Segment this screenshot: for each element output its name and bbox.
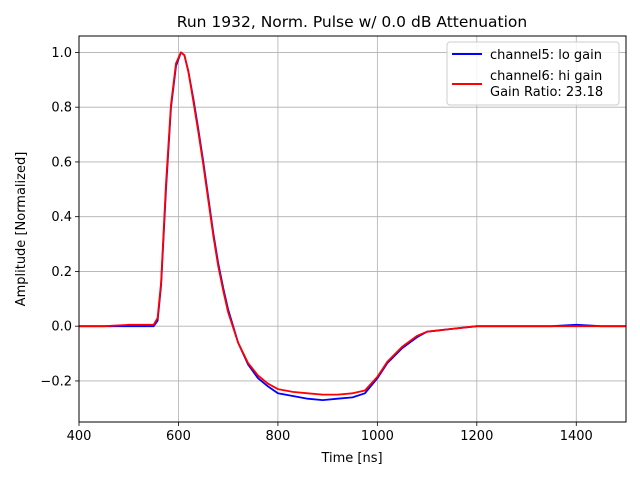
series-lines: [79, 51, 626, 402]
axis-ticks: 400 600 800 1000 1200 1400 −0.2 0.0 0.2 0.4 0.6 0.8…: [40, 46, 592, 444]
plot-frame: [78, 35, 627, 423]
x-tick-label: 1000: [361, 429, 394, 444]
legend: channel5: lo gain channel6: hi gain Gain…: [446, 41, 620, 106]
legend-label-channel6: channel6: hi gain: [490, 69, 602, 84]
x-tick-label: 1400: [560, 429, 593, 444]
x-tick-label: 600: [166, 429, 191, 444]
x-tick-label: 1200: [460, 429, 493, 444]
y-tick-label: −0.2: [40, 374, 72, 389]
legend-gain-ratio: Gain Ratio: 23.18: [490, 85, 603, 100]
y-tick-label: 0.0: [51, 320, 72, 335]
y-tick-label: 1.0: [51, 46, 72, 61]
y-tick-label: 0.4: [51, 210, 72, 225]
x-tick-label: 400: [67, 429, 92, 444]
x-tick-label: 800: [265, 429, 290, 444]
y-tick-label: 0.6: [51, 155, 72, 170]
legend-label-channel5: channel5: lo gain: [490, 48, 602, 63]
y-axis-title: Amplitude [Normalized]: [14, 152, 29, 307]
y-tick-label: 0.8: [51, 101, 72, 116]
y-tick-label: 0.2: [51, 265, 72, 280]
x-axis-title: Time [ns]: [320, 451, 382, 466]
legend-box: [446, 41, 620, 106]
grid: [78, 36, 626, 422]
chart-title: Run 1932, Norm. Pulse w/ 0.0 dB Attenuat…: [177, 13, 527, 31]
series-line-channel6: [79, 51, 626, 396]
